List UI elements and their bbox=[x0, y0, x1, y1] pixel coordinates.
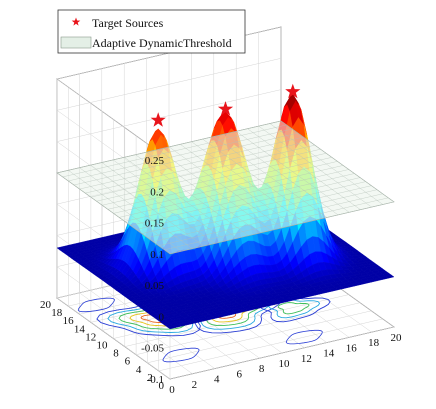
legend-entry-target-sources: Target Sources bbox=[92, 16, 164, 30]
x-tick-label-2: 4 bbox=[214, 374, 220, 386]
threshold-grid-y-18 bbox=[68, 128, 293, 182]
z-tick-label-6: 0.2 bbox=[150, 186, 164, 198]
x-tick-label-8: 16 bbox=[346, 342, 358, 354]
x-tick-label-5: 10 bbox=[279, 358, 291, 370]
threshold-grid-y-16 bbox=[79, 136, 304, 190]
y-tick-label-10: 20 bbox=[40, 299, 52, 311]
x-tick-label-6: 12 bbox=[301, 353, 312, 365]
threshold-grid-y-13 bbox=[96, 149, 321, 202]
x-tick-label-7: 14 bbox=[323, 348, 335, 360]
contour-extra-4 bbox=[77, 297, 115, 313]
threshold-grid-y-12 bbox=[102, 153, 327, 206]
x-tick-label-4: 8 bbox=[259, 363, 265, 375]
target-source-markers bbox=[150, 83, 301, 127]
threshold-grid-x-14 bbox=[213, 136, 327, 218]
threshold-plane bbox=[56, 120, 395, 255]
threshold-grid-x-18 bbox=[258, 125, 372, 208]
y-tick-label-4: 8 bbox=[113, 348, 119, 360]
z-tick-label-0: -0.1 bbox=[147, 374, 164, 386]
target-source-star-1 bbox=[217, 101, 234, 116]
threshold-grid-x-12 bbox=[191, 141, 305, 223]
x-tick-label-1: 2 bbox=[192, 379, 198, 391]
y-tick-label-9: 18 bbox=[51, 307, 63, 319]
x-tick-label-10: 20 bbox=[391, 332, 403, 344]
legend: Target Sources Adaptive DynamicThreshold bbox=[57, 9, 246, 54]
y-tick-label-0: 0 bbox=[159, 380, 165, 392]
y-tick-label-3: 6 bbox=[125, 356, 131, 368]
contour-extra-0 bbox=[162, 347, 200, 363]
threshold-grid-x-17 bbox=[247, 128, 361, 210]
threshold-grid-x-16 bbox=[236, 131, 350, 213]
y-tick-label-5: 10 bbox=[97, 340, 109, 352]
threshold-grid-x-20 bbox=[280, 120, 395, 202]
z-tick-label-4: 0.1 bbox=[150, 249, 164, 261]
threshold-grid-x-19 bbox=[269, 123, 383, 205]
x-tick-label-0: 0 bbox=[169, 384, 175, 396]
y-tick-label-2: 4 bbox=[136, 364, 142, 376]
z-tick-label-7: 0.25 bbox=[145, 155, 165, 167]
y-tick-label-6: 12 bbox=[85, 331, 96, 343]
y-tick-label-1: 2 bbox=[147, 372, 153, 384]
threshold-grid-y-20 bbox=[56, 120, 282, 174]
contour-extra-2 bbox=[285, 329, 323, 345]
contour-line-2-2 bbox=[277, 302, 310, 315]
surface-cell-1599 bbox=[385, 274, 395, 279]
z-tick-label-2: 0 bbox=[159, 311, 165, 323]
threshold-grid-y-15 bbox=[85, 140, 310, 194]
threshold-grid-y-17 bbox=[73, 132, 298, 186]
x-tick-label-3: 6 bbox=[236, 368, 242, 380]
threshold-grid-y-19 bbox=[62, 124, 287, 178]
threshold-grid-y-14 bbox=[90, 144, 315, 198]
threshold-grid-x-13 bbox=[202, 138, 316, 221]
legend-plane-icon bbox=[60, 36, 92, 49]
y-tick-label-7: 14 bbox=[74, 323, 86, 335]
legend-entry-adaptive-threshold: Adaptive DynamicThreshold bbox=[92, 36, 232, 50]
y-tick-label-8: 16 bbox=[63, 315, 75, 327]
legend-star-icon bbox=[71, 17, 81, 26]
x-tick-label-9: 18 bbox=[368, 337, 380, 349]
threshold-grid-y-11 bbox=[107, 157, 332, 210]
threshold-grid-x-15 bbox=[224, 133, 339, 215]
z-tick-label-5: 0.15 bbox=[145, 218, 165, 230]
z-tick-label-3: 0.05 bbox=[145, 280, 165, 292]
threshold-grid-x-11 bbox=[180, 144, 294, 226]
target-source-star-2 bbox=[285, 83, 301, 99]
threshold-grid-y-10 bbox=[113, 161, 338, 214]
z-tick-label-1: -0.05 bbox=[141, 343, 164, 355]
target-source-star-0 bbox=[150, 112, 166, 127]
